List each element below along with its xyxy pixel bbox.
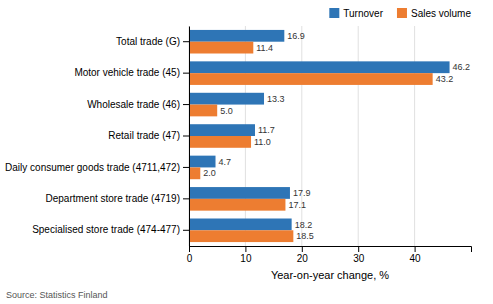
bar: [189, 136, 251, 148]
bar: [189, 30, 284, 42]
tick-label: 40: [410, 253, 422, 264]
legend: Turnover Sales volume: [329, 8, 471, 19]
bar: [189, 42, 253, 54]
bar: [189, 105, 217, 117]
tick-mark: [415, 246, 416, 252]
bar: [189, 187, 290, 199]
y-tick: Motor vehicle trade (45): [74, 67, 189, 78]
tick-label: Wholesale trade (46): [87, 99, 180, 110]
tick-label: Department store trade (4719): [45, 193, 180, 204]
tick-mark: [302, 246, 303, 252]
data-label: 2.0: [203, 168, 216, 178]
bar: [189, 219, 292, 231]
x-axis-line: [190, 247, 472, 253]
x-tick: 0: [187, 246, 193, 264]
y-tick: Department store trade (4719): [45, 193, 189, 204]
tick-mark: [245, 246, 246, 252]
data-label: 18.2: [295, 220, 313, 230]
tick-label: Specialised store trade (474-477): [32, 224, 180, 235]
grid-line: [301, 26, 302, 246]
bar: [189, 156, 216, 168]
bar: [189, 73, 433, 85]
y-tick: Wholesale trade (46): [87, 99, 189, 110]
plot: 16.9 46.2 13.3 11.7 4.7 17.9 18.2 11.4 43.2 5.0 11…: [5, 26, 471, 264]
tick-label: 0: [187, 253, 193, 264]
legend-swatch: [329, 8, 339, 18]
data-label: 11.0: [254, 137, 271, 147]
legend-item: Sales volume: [397, 8, 471, 19]
data-label: 5.0: [220, 106, 233, 116]
bars: [189, 30, 450, 242]
grid: [189, 26, 415, 246]
data-label: 11.7: [258, 125, 275, 135]
tick-mark: [183, 104, 189, 105]
tick-label: 30: [353, 253, 365, 264]
bar: [189, 61, 450, 73]
tick-mark: [183, 136, 189, 137]
data-label: 18.5: [296, 231, 314, 241]
x-tick: 40: [410, 246, 422, 264]
bar: [189, 230, 293, 242]
tick-label: Total trade (G): [116, 36, 180, 47]
chart: 16.9 46.2 13.3 11.7 4.7 17.9 18.2 11.4 43.2 5.0 11…: [0, 0, 493, 304]
y-tick: Retail trade (47): [108, 130, 189, 141]
bar: [189, 93, 264, 105]
tick-mark: [358, 246, 359, 252]
data-label: 17.9: [293, 188, 311, 198]
x-axis-title: Year-on-year change, %: [271, 269, 389, 281]
legend-item: Turnover: [329, 8, 383, 19]
grid-line: [414, 26, 415, 246]
legend-label: Sales volume: [411, 8, 471, 19]
y-tick: Total trade (G): [116, 36, 189, 47]
y-axis-line: [189, 27, 190, 247]
data-label: 17.1: [288, 200, 306, 210]
bar: [189, 167, 200, 179]
data-label: 43.2: [436, 74, 454, 84]
legend-swatch: [397, 8, 407, 18]
data-label: 46.2: [453, 62, 471, 72]
tick-mark: [183, 73, 189, 74]
legend-label: Turnover: [343, 8, 383, 19]
data-label: 11.4: [256, 43, 273, 53]
tick-label: Retail trade (47): [108, 130, 180, 141]
tick-mark: [183, 41, 189, 42]
y-axis: Total trade (G) Motor vehicle trade (45) W…: [5, 27, 189, 247]
tick-mark: [183, 198, 189, 199]
y-tick: Daily consumer goods trade (4711,472): [5, 162, 189, 173]
grid-line: [358, 26, 359, 246]
tick-label: 10: [240, 253, 252, 264]
bar: [189, 124, 255, 136]
tick-mark: [189, 246, 190, 252]
tick-label: Motor vehicle trade (45): [74, 67, 180, 78]
x-tick: 30: [353, 246, 365, 264]
data-label: 4.7: [219, 157, 232, 167]
tick-mark: [183, 230, 189, 231]
tick-mark: [183, 167, 189, 168]
y-tick: Specialised store trade (474-477): [32, 224, 189, 235]
tick-label: Daily consumer goods trade (4711,472): [5, 162, 180, 173]
data-label: 13.3: [267, 94, 285, 104]
annotation: Source: Statistics Finland: [6, 290, 108, 300]
x-tick: 10: [240, 246, 252, 264]
x-tick: 20: [297, 246, 309, 264]
tick-label: 20: [297, 253, 309, 264]
data-labels: 16.9 46.2 13.3 11.7 4.7 17.9 18.2 11.4 43.2 5.0 11…: [203, 31, 470, 241]
x-axis: 0 10 20 30 40: [187, 246, 472, 264]
bar: [189, 199, 285, 211]
data-label: 16.9: [287, 31, 305, 41]
